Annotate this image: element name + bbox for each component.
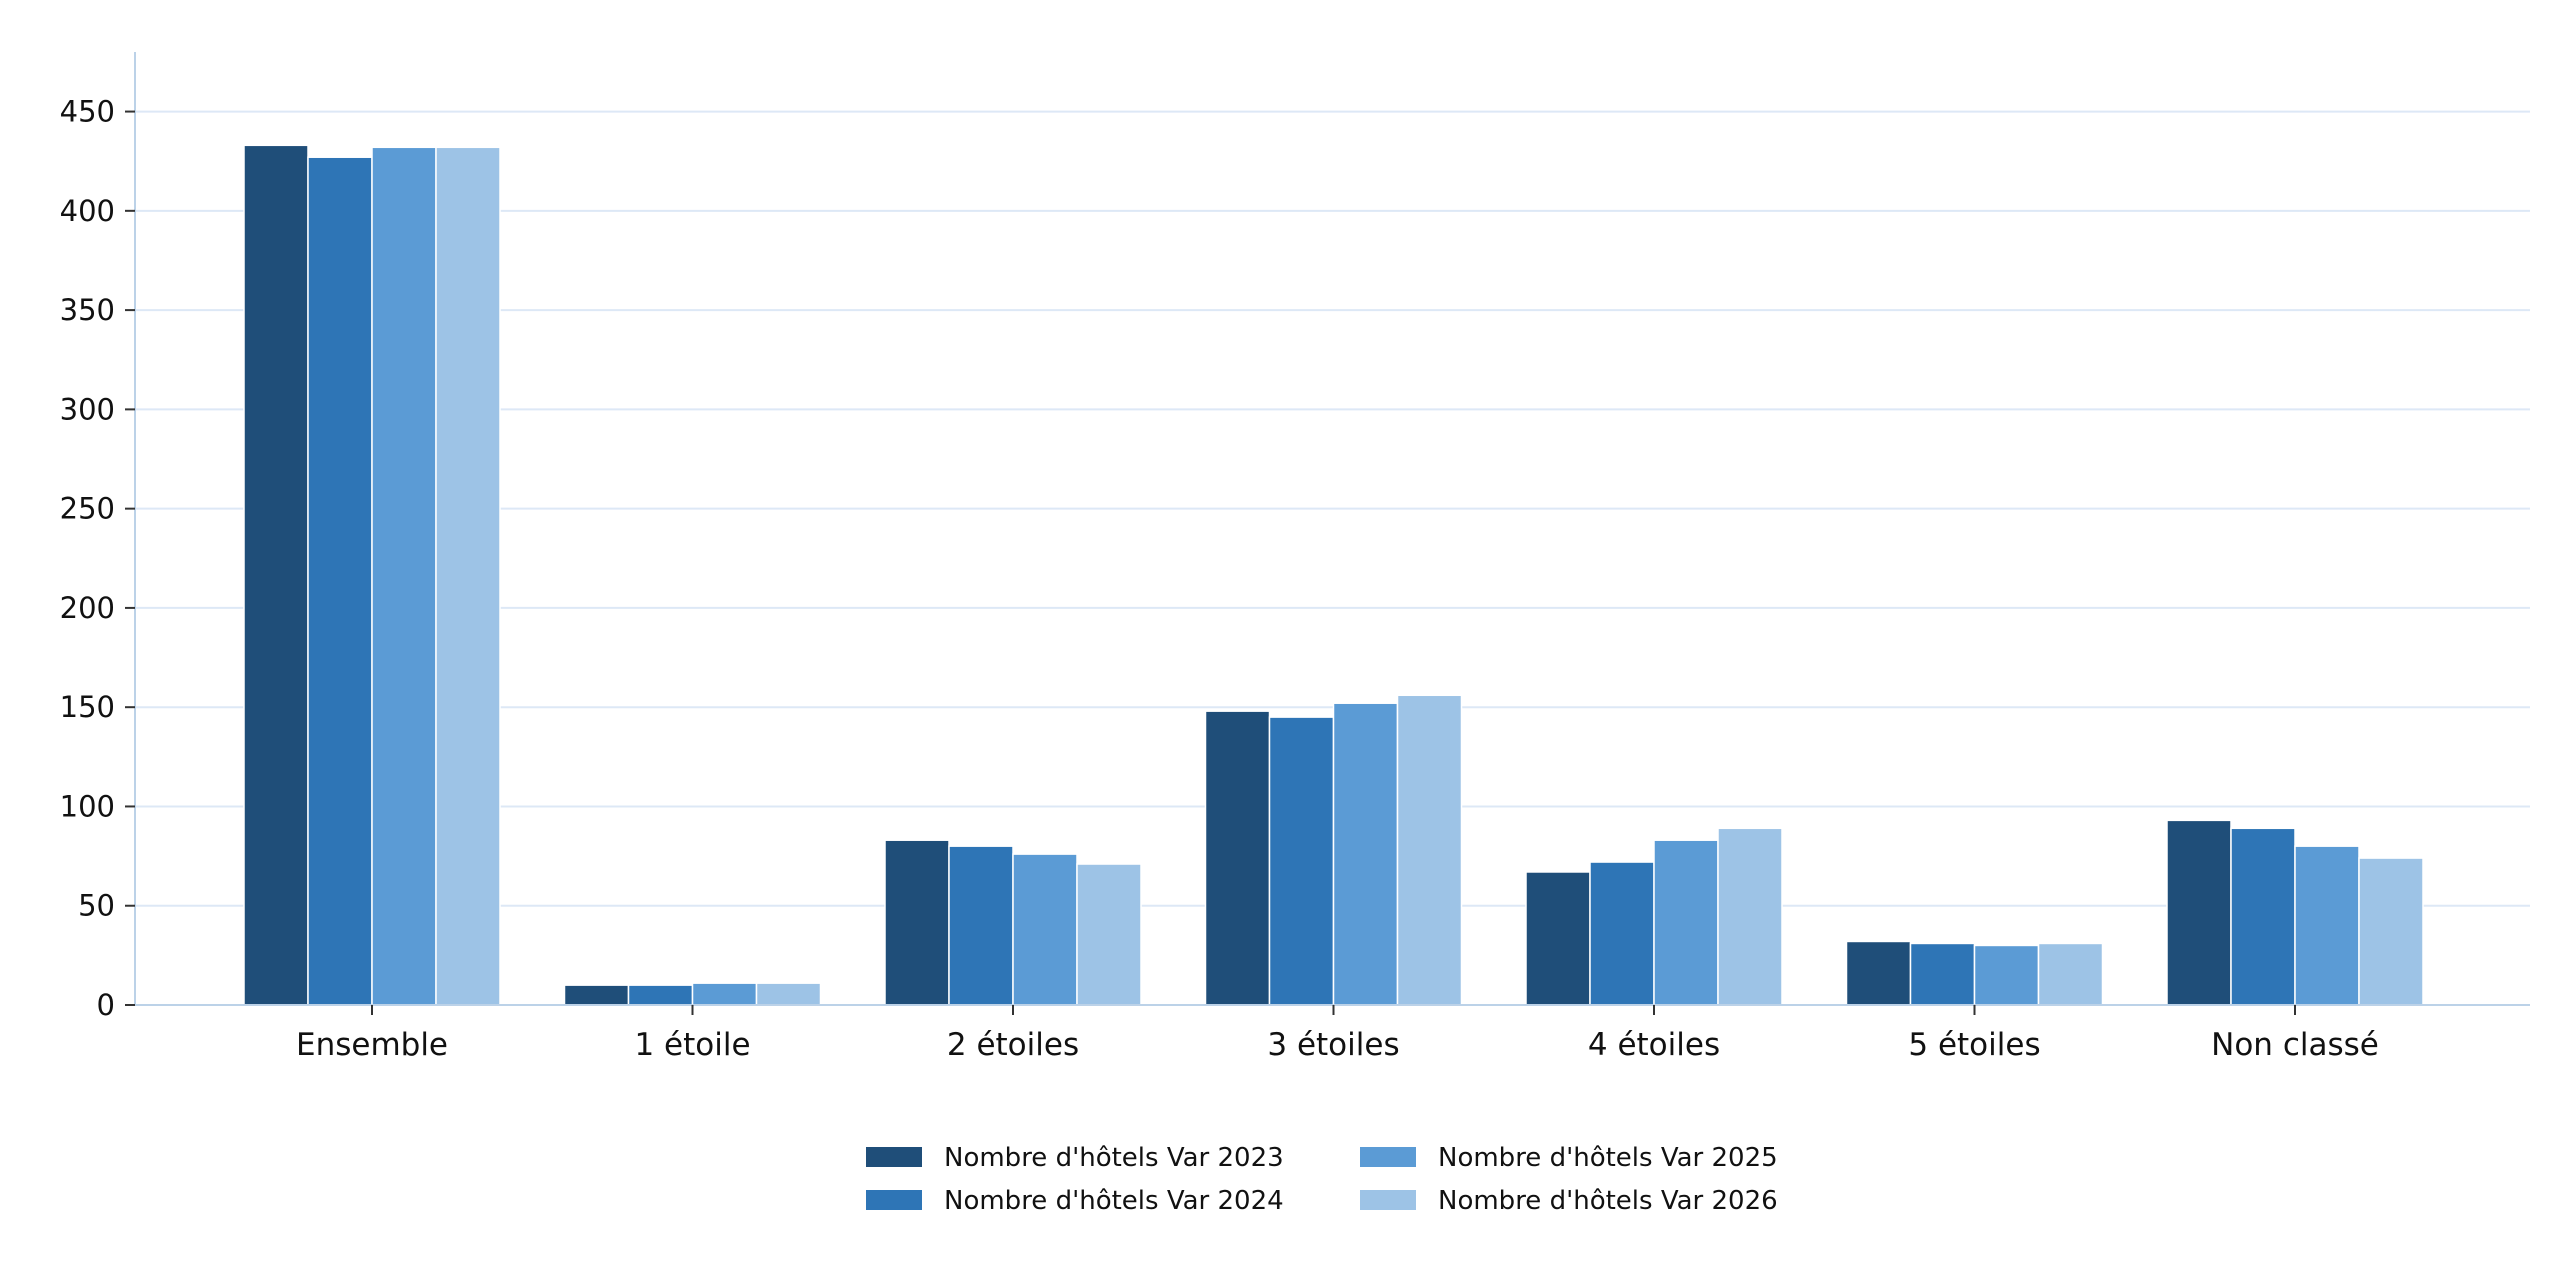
bar [755,982,822,1006]
bar [1653,839,1719,1006]
bar [1396,694,1463,1006]
legend-item: Nombre d'hôtels Var 2025 [1360,1143,1778,1173]
x-tick-label: 3 étoiles [1267,1027,1399,1063]
bar [371,146,437,1006]
y-tick-label: 150 [60,690,115,724]
y-tick-label: 350 [60,293,115,327]
legend: Nombre d'hôtels Var 2023 Nombre d'hôtels … [866,1143,1778,1216]
legend-label: Nombre d'hôtels Var 2025 [1438,1143,1778,1173]
bar [1268,716,1335,1006]
x-tick-label: 2 étoiles [947,1027,1079,1063]
y-tick-label: 50 [78,889,115,923]
x-tick-label: 4 étoiles [1588,1027,1720,1063]
legend-label: Nombre d'hôtels Var 2026 [1438,1186,1778,1216]
legend-item: Nombre d'hôtels Var 2024 [866,1186,1284,1216]
bar [307,156,373,1006]
bar [1332,702,1399,1006]
bar [2037,942,2104,1006]
x-tick-label: Non classé [2211,1027,2379,1063]
legend-swatch [1360,1147,1416,1167]
bar [1973,944,2040,1006]
x-axis-ticks: Ensemble 1 étoile 2 étoiles 3 étoiles 4 étoi… [296,1005,2379,1063]
bar [2166,819,2232,1006]
x-tick-label: 1 étoile [634,1027,750,1063]
legend-item: Nombre d'hôtels Var 2023 [866,1143,1284,1173]
bar [2358,857,2424,1006]
y-tick-label: 200 [60,591,115,625]
bar [2294,845,2360,1006]
y-tick-label: 450 [60,95,115,129]
legend-label: Nombre d'hôtels Var 2023 [944,1143,1284,1173]
legend-swatch [866,1147,922,1167]
x-tick-label: 5 étoiles [1908,1027,2040,1063]
x-tick-label: Ensemble [296,1027,448,1063]
bar [627,984,694,1006]
bar [1909,942,1976,1006]
bars [243,144,2424,1006]
bar [1012,853,1078,1006]
bar [1845,940,1912,1006]
legend-item: Nombre d'hôtels Var 2026 [1360,1186,1778,1216]
bar [1525,871,1591,1006]
y-tick-label: 300 [60,392,115,426]
legend-swatch [866,1190,922,1210]
bar [691,982,758,1006]
bar [2230,827,2296,1006]
bar [948,845,1014,1006]
y-tick-label: 250 [60,492,115,526]
bar [435,146,501,1006]
bar [1717,827,1783,1006]
legend-label: Nombre d'hôtels Var 2024 [944,1186,1284,1216]
y-tick-label: 100 [60,789,115,823]
bar [563,984,630,1006]
bar [243,144,309,1006]
legend-swatch [1360,1190,1416,1210]
y-tick-label: 400 [60,194,115,228]
y-tick-label: 0 [97,988,115,1022]
bar [1589,861,1655,1006]
gridlines [135,110,2530,907]
bar [884,839,950,1006]
y-axis-ticks: 0 50 100 150 200 250 300 350 400 450 [60,95,135,1022]
bar [1204,710,1271,1006]
bar [1076,863,1142,1006]
